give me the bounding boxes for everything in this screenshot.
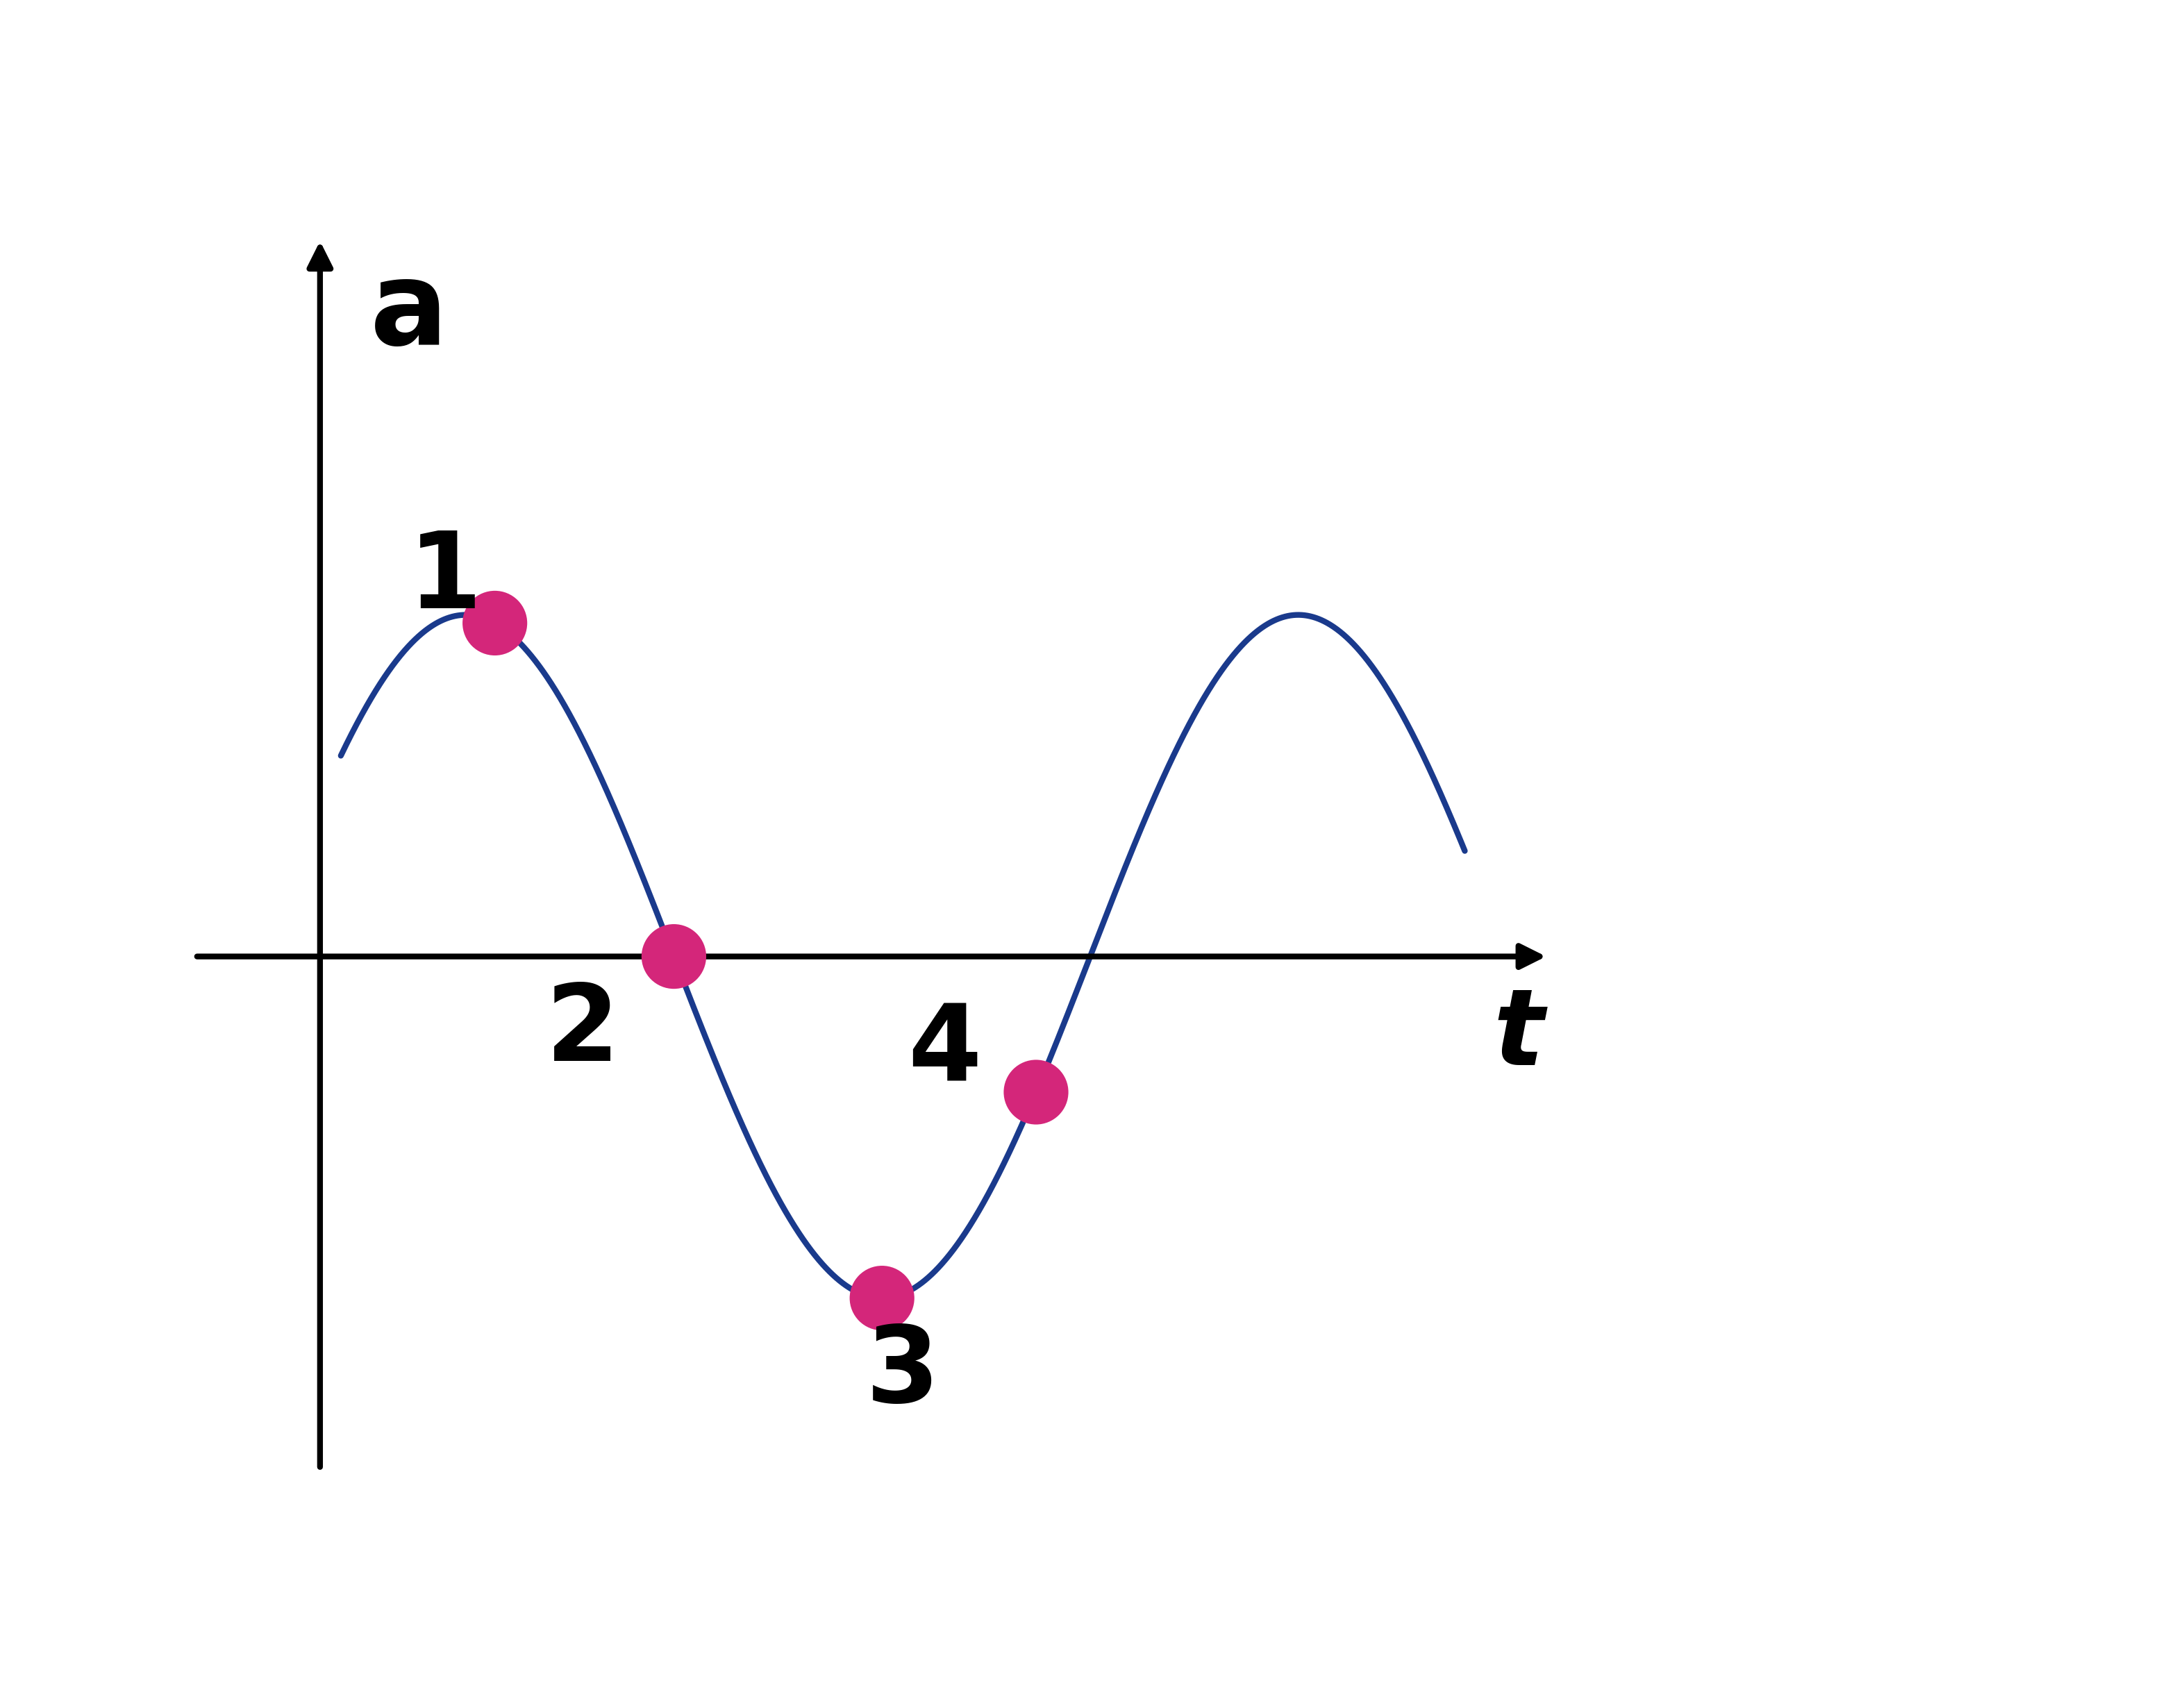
Text: 1: 1 (407, 528, 482, 630)
Text: 4: 4 (906, 999, 981, 1103)
Point (865, 1284, 900, 1312)
Text: a: a (370, 256, 449, 369)
Text: 3: 3 (865, 1322, 939, 1424)
Point (1018, 1078, 1052, 1105)
Point (477, 610, 512, 637)
Text: t: t (1493, 984, 1545, 1088)
Text: 2: 2 (545, 980, 619, 1083)
Point (656, 943, 691, 970)
